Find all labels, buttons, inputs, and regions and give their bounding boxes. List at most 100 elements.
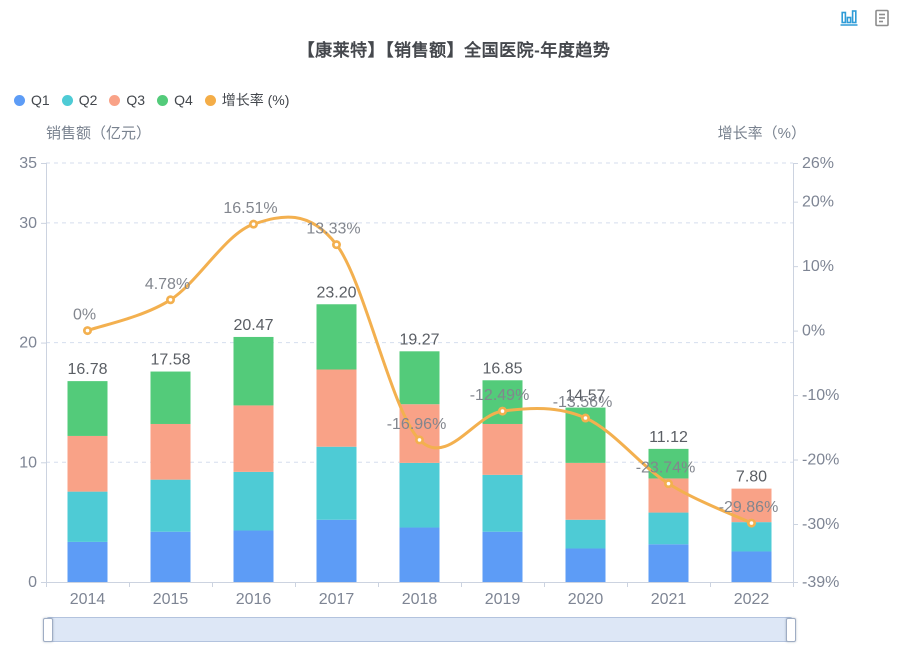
bar-segment-q1-2016[interactable] bbox=[233, 530, 274, 582]
bar-segment-q1-2021[interactable] bbox=[648, 544, 689, 582]
datazoom-handle-left[interactable] bbox=[43, 617, 53, 642]
line-point-center bbox=[749, 521, 754, 525]
line-value-label: -12.49% bbox=[470, 387, 530, 404]
y-axis-label: 10 bbox=[19, 454, 37, 471]
bar-segment-q2-2015[interactable] bbox=[150, 479, 191, 532]
x-axis-label: 2022 bbox=[734, 591, 770, 608]
bar-segment-q4-2018[interactable] bbox=[399, 351, 440, 405]
legend-dot-icon bbox=[204, 94, 216, 106]
legend-dot-icon bbox=[61, 94, 73, 106]
line-value-label: -16.96% bbox=[387, 416, 447, 433]
bar-segment-q3-2018[interactable] bbox=[399, 404, 440, 463]
line-point-center bbox=[251, 222, 256, 226]
bar-total-label: 19.27 bbox=[399, 331, 439, 348]
legend: Q1 Q2 Q3 Q4 增长率 (%) bbox=[14, 90, 289, 110]
line-point-center bbox=[168, 297, 173, 302]
bar-segment-q1-2022[interactable] bbox=[731, 551, 772, 582]
bar-segment-q4-2014[interactable] bbox=[67, 381, 108, 436]
bar-segment-q2-2017[interactable] bbox=[316, 446, 357, 520]
bar-total-label: 16.85 bbox=[482, 360, 522, 377]
toolbox bbox=[839, 8, 892, 28]
line-value-label: 13.33% bbox=[306, 221, 360, 238]
x-axis-label: 2016 bbox=[236, 591, 272, 608]
line-point-center bbox=[334, 242, 339, 247]
bar-segment-q3-2020[interactable] bbox=[565, 462, 606, 520]
x-axis-label: 2015 bbox=[153, 591, 189, 608]
line-point-center bbox=[666, 481, 671, 486]
legend-dot-icon bbox=[109, 94, 121, 106]
bar-total-label: 20.47 bbox=[233, 317, 273, 334]
legend-item-q2[interactable]: Q2 bbox=[61, 92, 98, 108]
legend-label: Q2 bbox=[78, 92, 98, 108]
legend-dot-icon bbox=[14, 94, 25, 106]
datazoom-slider[interactable] bbox=[43, 617, 796, 642]
data-view-icon[interactable] bbox=[872, 8, 892, 28]
bar-segment-q2-2019[interactable] bbox=[482, 474, 523, 532]
bar-segment-q2-2014[interactable] bbox=[67, 491, 108, 542]
bar-segment-q3-2019[interactable] bbox=[482, 423, 523, 475]
growth-rate-line bbox=[86, 215, 753, 525]
bar-segment-q3-2016[interactable] bbox=[233, 405, 274, 472]
bar-segment-q2-2020[interactable] bbox=[565, 519, 606, 549]
y-axis-label: 0 bbox=[28, 574, 37, 591]
bar-segment-q1-2017[interactable] bbox=[316, 519, 357, 582]
y-axis-label: 30 bbox=[19, 215, 37, 232]
datazoom-handle-right[interactable] bbox=[786, 617, 796, 642]
line-value-label: 0% bbox=[73, 307, 96, 324]
line-value-label: -29.86% bbox=[719, 499, 779, 516]
bar-segment-q2-2016[interactable] bbox=[233, 471, 274, 531]
bar-segment-q4-2017[interactable] bbox=[316, 304, 357, 370]
legend-item-q3[interactable]: Q3 bbox=[109, 92, 145, 108]
bar-segment-q1-2014[interactable] bbox=[67, 541, 108, 582]
bar-segment-q1-2019[interactable] bbox=[482, 531, 523, 582]
bar-total-label: 16.78 bbox=[67, 361, 107, 378]
bar-segment-q1-2015[interactable] bbox=[150, 531, 191, 582]
x-axis-label: 2021 bbox=[651, 591, 687, 608]
right-axis-label: -10% bbox=[802, 387, 839, 404]
bar-segment-q3-2017[interactable] bbox=[316, 369, 357, 447]
line-value-label: 4.78% bbox=[145, 276, 190, 293]
bar-segment-q4-2015[interactable] bbox=[150, 371, 191, 424]
right-axis-label: 10% bbox=[802, 258, 834, 275]
line-value-label: -23.74% bbox=[636, 460, 696, 477]
bar-segment-q1-2018[interactable] bbox=[399, 527, 440, 582]
bar-total-label: 23.20 bbox=[316, 284, 356, 301]
bar-total-label: 11.12 bbox=[649, 429, 688, 446]
right-axis-label: 26% bbox=[802, 155, 834, 172]
x-axis-label: 2014 bbox=[70, 591, 106, 608]
legend-item-q1[interactable]: Q1 bbox=[14, 92, 50, 108]
bar-total-label: 7.80 bbox=[736, 469, 767, 486]
line-point-center bbox=[500, 409, 505, 413]
bar-total-label: 17.58 bbox=[150, 352, 190, 369]
line-value-label: 16.51% bbox=[223, 200, 277, 217]
legend-label: Q3 bbox=[126, 92, 146, 108]
bar-segment-q3-2015[interactable] bbox=[150, 423, 191, 480]
x-axis-label: 2019 bbox=[485, 591, 521, 608]
x-axis-label: 2017 bbox=[319, 591, 355, 608]
right-axis-label: 20% bbox=[802, 194, 834, 211]
line-point-center bbox=[417, 438, 422, 442]
y-axis-label: 35 bbox=[19, 155, 37, 172]
legend-label: 增长率 (%) bbox=[221, 92, 290, 108]
line-point-center bbox=[85, 328, 90, 333]
right-axis-label: -20% bbox=[802, 452, 839, 469]
right-axis-name: 增长率（%） bbox=[718, 125, 806, 142]
bar-chart-icon[interactable] bbox=[839, 8, 859, 28]
bar-segment-q1-2020[interactable] bbox=[565, 548, 606, 582]
legend-dot-icon bbox=[157, 94, 169, 106]
legend-item-q4[interactable]: Q4 bbox=[157, 92, 193, 108]
y-axis-label: 20 bbox=[19, 335, 37, 352]
bar-segment-q2-2021[interactable] bbox=[648, 512, 689, 545]
x-axis-label: 2018 bbox=[402, 591, 438, 608]
right-axis-label: -39% bbox=[802, 574, 839, 591]
bar-segment-q4-2016[interactable] bbox=[233, 336, 274, 406]
right-axis-label: 0% bbox=[802, 323, 825, 340]
bar-total-label: 14.57 bbox=[565, 388, 605, 405]
chart-title: 【康莱特】【销售额】全国医院-年度趋势 bbox=[297, 41, 611, 60]
bar-segment-q3-2014[interactable] bbox=[67, 435, 108, 492]
legend-item-[interactable]: 增长率 (%) bbox=[204, 90, 290, 110]
bar-segment-q2-2018[interactable] bbox=[399, 462, 440, 528]
x-axis-label: 2020 bbox=[568, 591, 604, 608]
